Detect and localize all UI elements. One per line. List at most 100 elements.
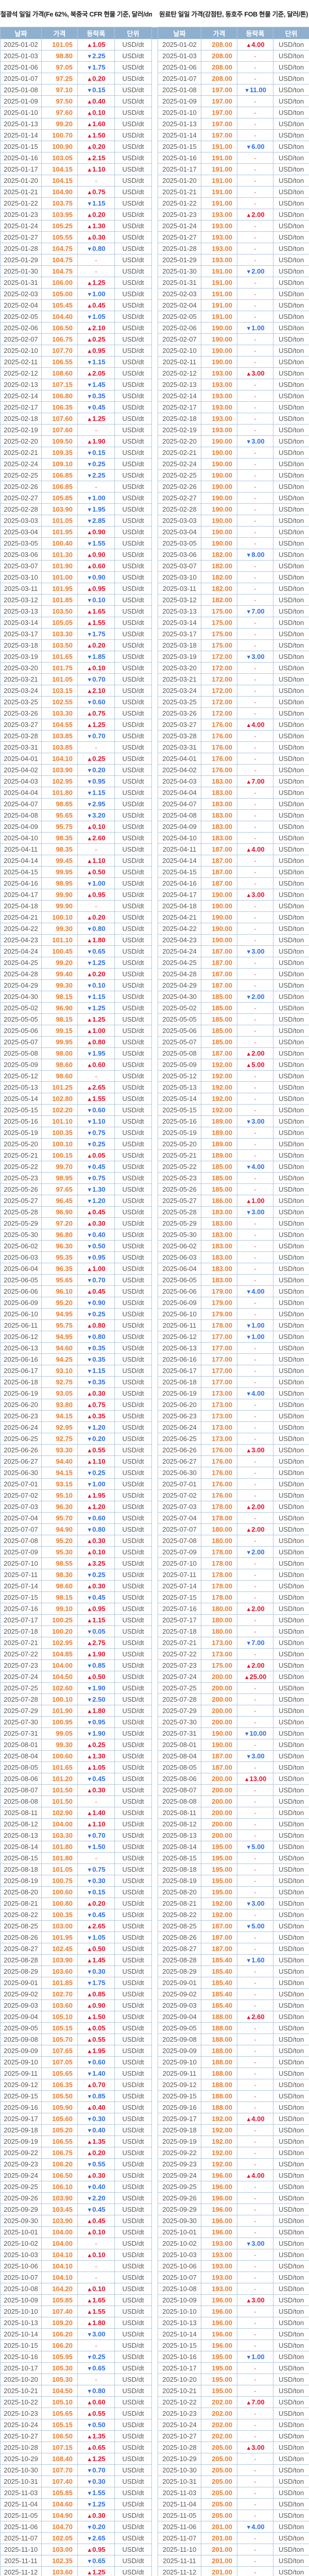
coking-coal-change-cell: - xyxy=(237,2306,273,2317)
iron-ore-unit-cell: USD/dt xyxy=(114,2192,152,2204)
coking-coal-change-cell: - xyxy=(237,537,273,549)
iron-ore-change-cell: ▲1.80 xyxy=(77,2317,115,2329)
coking-coal-price-cell: 193.00 xyxy=(201,2260,237,2272)
coking-coal-unit-cell: USD/ton xyxy=(272,685,309,697)
down-triangle-icon: ▼ xyxy=(87,1878,93,1885)
table-gutter xyxy=(151,991,158,1003)
coking-coal-date-cell: 2025-07-24 xyxy=(158,1671,201,1683)
down-triangle-icon: ▼ xyxy=(87,2479,93,2485)
iron-ore-price-cell: 96.10 xyxy=(41,1285,78,1297)
iron-ore-date-cell: 2025-11-11 xyxy=(0,2555,42,2567)
iron-ore-date-cell: 2025-08-22 xyxy=(0,1909,42,1921)
coking-coal-unit-cell: USD/ton xyxy=(272,61,309,73)
iron-ore-price-cell: 99.20 xyxy=(41,957,78,969)
iron-ore-unit-cell: USD/dt xyxy=(114,1784,152,1796)
table-gutter xyxy=(151,889,158,901)
iron-ore-change-cell: ▲1.25 xyxy=(77,2453,115,2465)
table-gutter xyxy=(151,537,158,549)
iron-ore-change-cell: ▼0.30 xyxy=(77,1875,115,1887)
table-row: 2025-09-03 103.60 ▲0.90 USD/dt 2025-09-03 185… xyxy=(0,1999,309,2011)
iron-ore-date-cell: 2025-05-07 xyxy=(0,1036,42,1048)
down-triangle-icon: ▼ xyxy=(246,609,252,615)
down-triangle-icon: ▼ xyxy=(87,677,93,683)
iron-ore-unit-cell: USD/dt xyxy=(114,1308,152,1320)
iron-ore-price-cell: 103.45 xyxy=(41,2204,78,2215)
iron-ore-date-cell: 2025-08-11 xyxy=(0,1807,42,1819)
coking-coal-change-cell: - xyxy=(237,2226,273,2238)
down-triangle-icon: ▼ xyxy=(87,983,93,989)
table-gutter xyxy=(151,163,158,175)
iron-ore-change-cell: ▲0.75 xyxy=(77,186,115,198)
table-gutter xyxy=(151,1183,158,1195)
iron-ore-price-cell: 101.05 xyxy=(41,515,78,527)
coking-coal-change-cell: - xyxy=(237,1013,273,1025)
down-triangle-icon: ▼ xyxy=(87,2422,93,2429)
down-triangle-icon: ▼ xyxy=(87,1142,93,1148)
iron-ore-price-cell: 107.15 xyxy=(41,379,78,391)
iron-ore-price-cell: 98.30 xyxy=(41,1569,78,1581)
coking-coal-date-cell: 2025-11-05 xyxy=(158,2510,201,2521)
coking-coal-change-cell: ▼1.60 xyxy=(237,1954,273,1966)
iron-ore-price-cell: 107.70 xyxy=(41,345,78,357)
iron-ore-unit-cell: USD/dt xyxy=(114,2158,152,2170)
coking-coal-unit-cell: USD/ton xyxy=(272,1036,309,1048)
iron-ore-unit-cell: USD/dt xyxy=(114,526,152,538)
iron-ore-change-cell: ▼1.25 xyxy=(77,957,115,969)
iron-ore-price-cell: 103.95 xyxy=(41,209,78,221)
down-triangle-icon: ▼ xyxy=(87,1912,93,1919)
iron-ore-unit-cell: USD/dt xyxy=(114,1081,152,1093)
iron-ore-date-cell: 2025-04-16 xyxy=(0,877,42,889)
coking-coal-date-cell: 2025-08-05 xyxy=(158,1761,201,1773)
coking-coal-date-cell: 2025-09-19 xyxy=(158,2136,201,2147)
iron-ore-date-cell: 2025-07-14 xyxy=(0,1580,42,1592)
coking-coal-unit-cell: USD/ton xyxy=(272,254,309,266)
iron-ore-unit-cell: USD/dt xyxy=(114,1217,152,1229)
down-triangle-icon: ▼ xyxy=(246,1901,252,1907)
coking-coal-change-cell: - xyxy=(237,1614,273,1626)
iron-ore-unit-cell: USD/dt xyxy=(114,2136,152,2147)
iron-ore-change-cell: - xyxy=(77,424,115,436)
iron-ore-price-cell: 99.70 xyxy=(41,1161,78,1173)
coking-coal-unit-cell: USD/ton xyxy=(272,1535,309,1547)
iron-ore-price-cell: 105.15 xyxy=(41,2419,78,2431)
iron-ore-price-cell: 107.70 xyxy=(41,2464,78,2476)
table-row: 2025-08-13 103.30 ▼0.70 USD/dt 2025-08-13 200… xyxy=(0,1829,309,1841)
iron-ore-unit-cell: USD/dt xyxy=(114,492,152,504)
iron-ore-change-cell: ▲1.35 xyxy=(77,2136,115,2147)
iron-ore-date-cell: 2025-09-05 xyxy=(0,2022,42,2034)
up-triangle-icon: ▲ xyxy=(87,938,93,944)
table-row: 2025-08-29 103.60 ▼0.30 USD/dt 2025-08-29 185… xyxy=(0,1965,309,1977)
table-gutter xyxy=(151,809,158,821)
coking-coal-date-cell: 2025-06-09 xyxy=(158,1297,201,1309)
iron-ore-price-cell: 101.10 xyxy=(41,1115,78,1127)
iron-ore-unit-cell: USD/dt xyxy=(114,764,152,776)
iron-ore-price-cell: 106.20 xyxy=(41,2340,78,2351)
coking-coal-price-cell: 180.00 xyxy=(201,1523,237,1535)
iron-ore-date-cell: 2025-06-03 xyxy=(0,1251,42,1263)
iron-ore-price-cell: 101.80 xyxy=(41,1852,78,1864)
iron-ore-change-cell: ▼1.85 xyxy=(77,651,115,663)
table-gutter xyxy=(151,356,158,368)
table-gutter xyxy=(151,1161,158,1173)
coking-coal-unit-cell: USD/ton xyxy=(272,1104,309,1116)
table-gutter xyxy=(151,1523,158,1535)
table-row: 2025-06-20 93.80 ▲0.75 USD/dt 2025-06-20 173.… xyxy=(0,1399,309,1411)
iron-ore-date-cell: 2025-06-24 xyxy=(0,1421,42,1433)
iron-ore-date-cell: 2025-10-01 xyxy=(0,2226,42,2238)
table-gutter xyxy=(151,1909,158,1921)
coking-coal-date-cell: 2025-06-19 xyxy=(158,1387,201,1399)
iron-ore-price-cell: 95.75 xyxy=(41,821,78,833)
coking-coal-change-cell: ▼2.00 xyxy=(237,1546,273,1558)
coking-coal-unit-cell: USD/ton xyxy=(272,1637,309,1649)
iron-ore-price-cell: 105.10 xyxy=(41,2011,78,2023)
coking-coal-price-cell: 183.00 xyxy=(201,832,237,844)
table-row: 2025-09-23 106.20 ▼0.55 USD/dt 2025-09-23 192… xyxy=(0,2158,309,2170)
coking-coal-unit-cell: USD/ton xyxy=(272,1501,309,1513)
iron-ore-price-cell: 96.80 xyxy=(41,1229,78,1241)
iron-ore-price-cell: 95.70 xyxy=(41,1512,78,1524)
coking-coal-price-cell: 191.00 xyxy=(201,311,237,323)
coking-coal-change-cell: - xyxy=(237,1467,273,1479)
iron-ore-change-cell: ▼1.75 xyxy=(77,628,115,640)
coking-coal-unit-cell: USD/ton xyxy=(272,1297,309,1309)
table-row: 2025-10-31 107.40 ▼0.30 USD/dt 2025-10-31 205… xyxy=(0,2476,309,2487)
